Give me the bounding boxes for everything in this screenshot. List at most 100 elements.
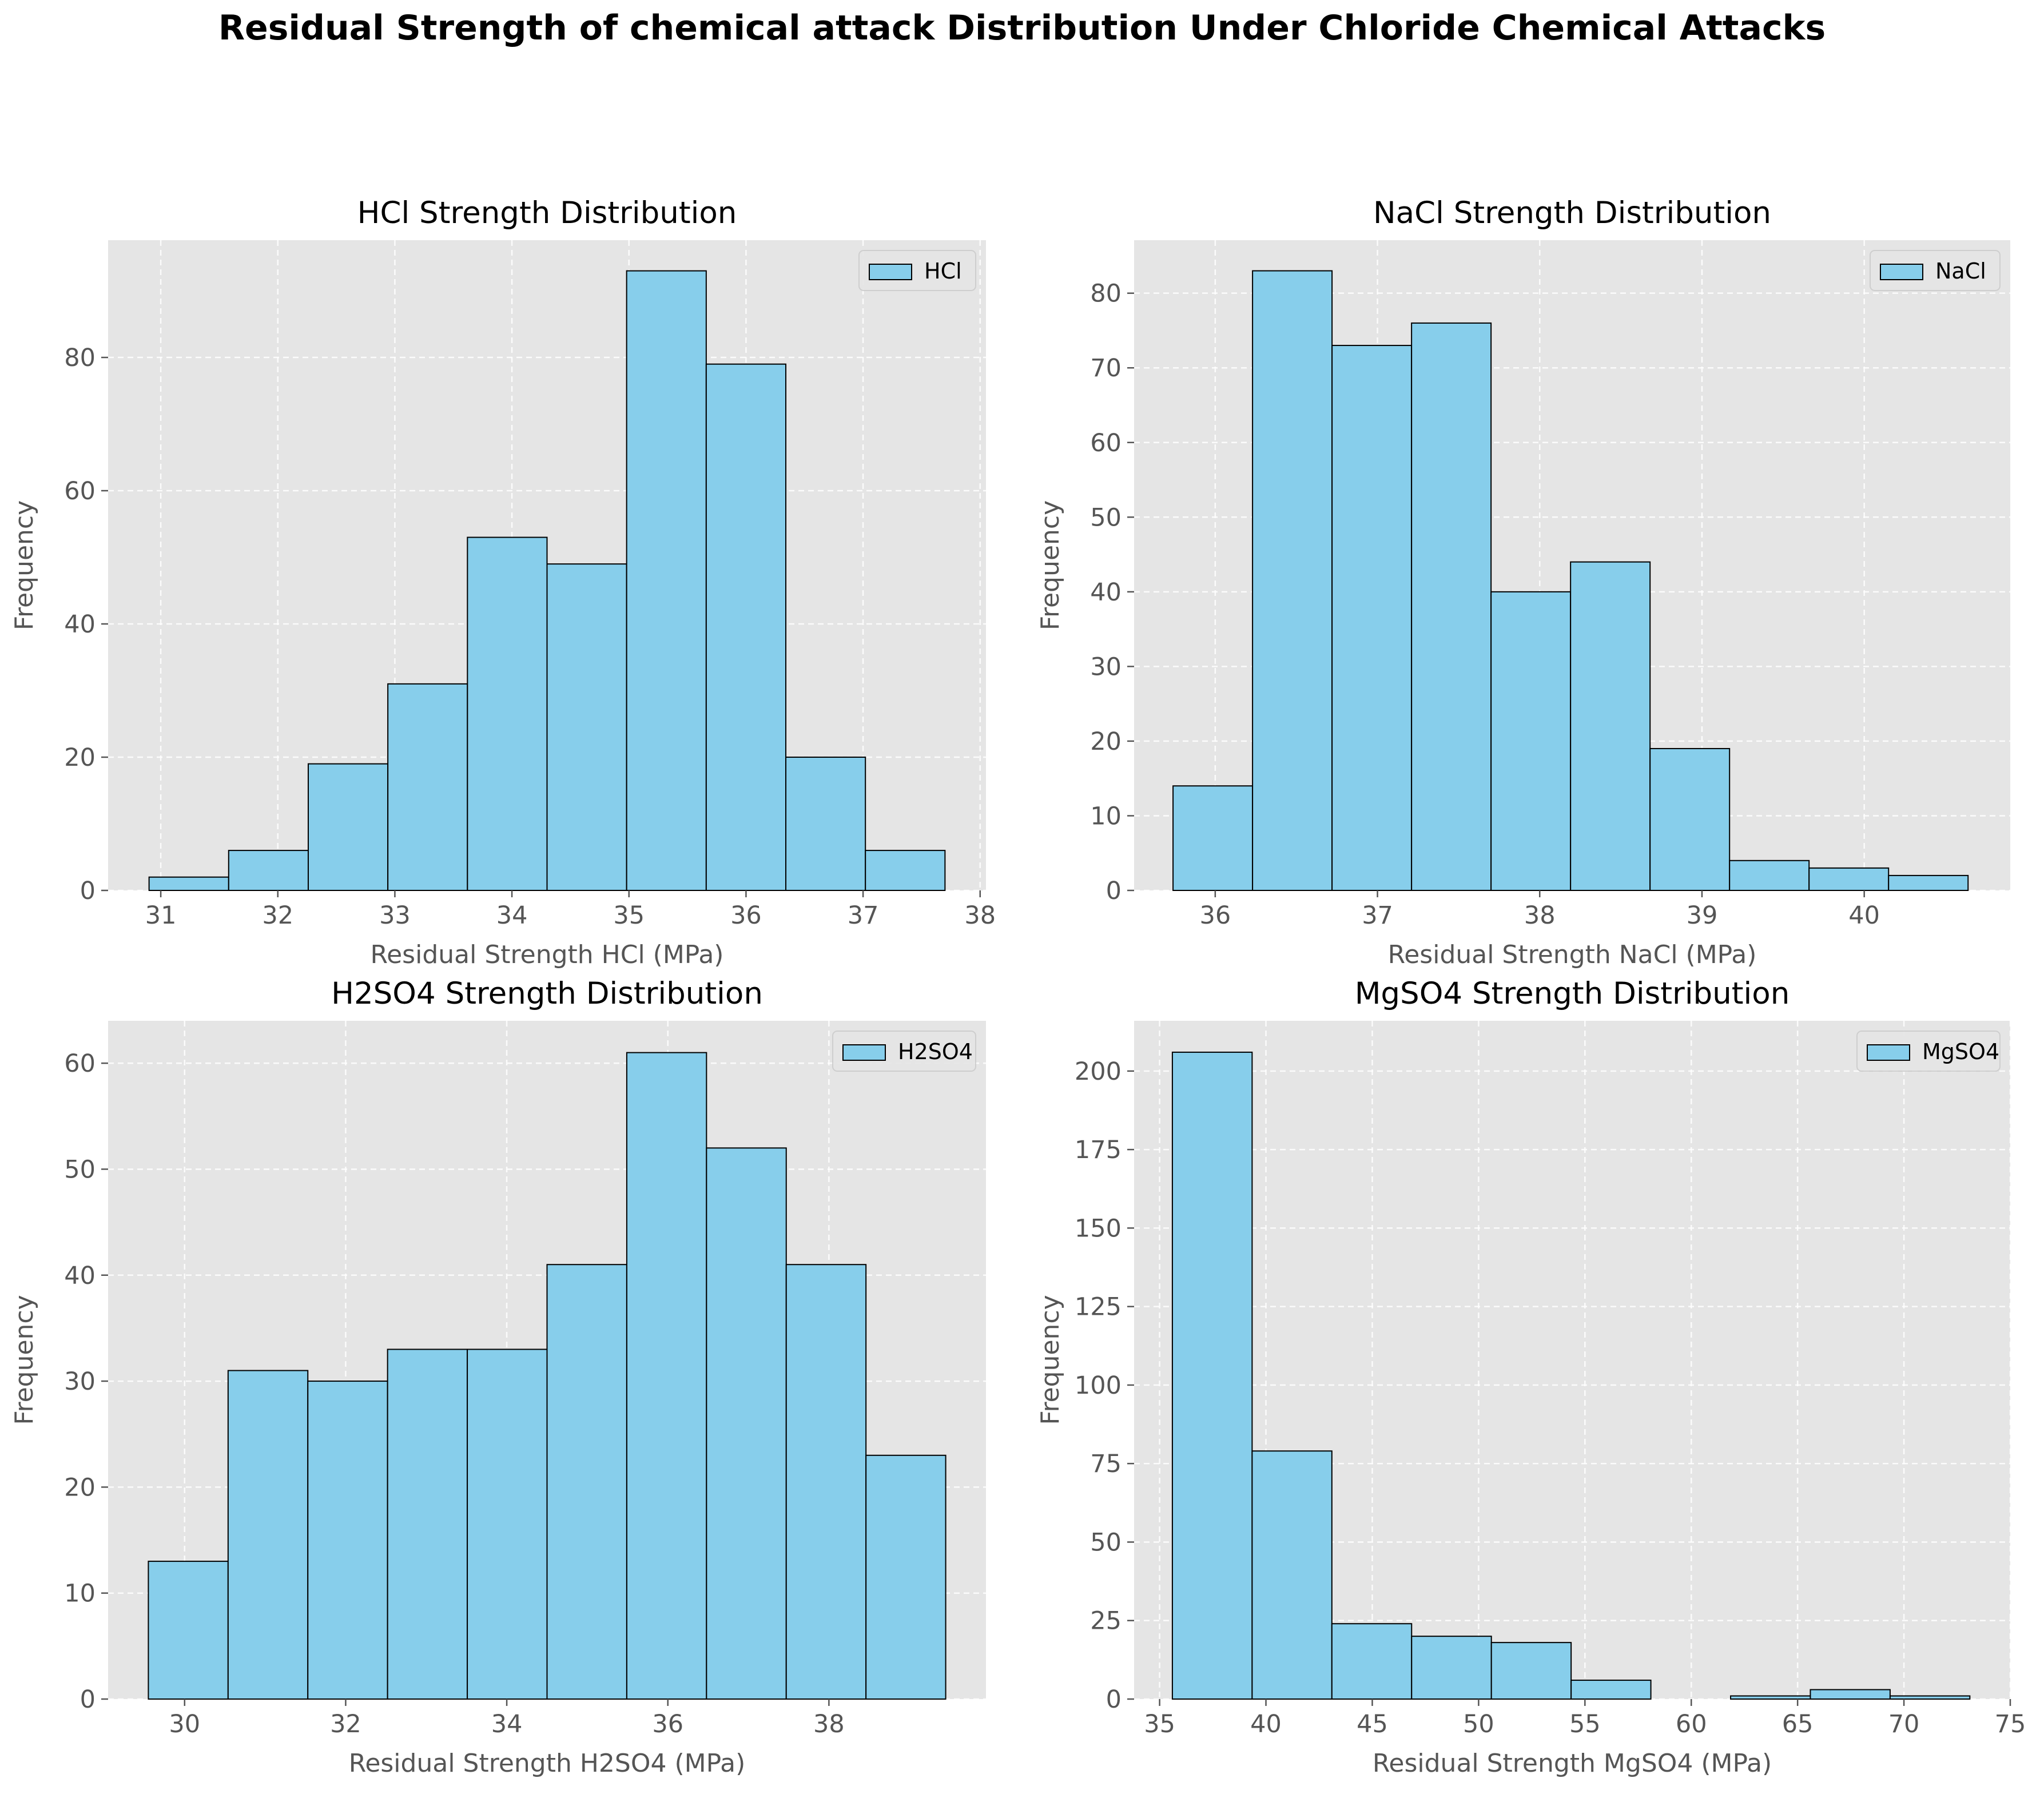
x-tick-label: 37 [1362,901,1393,930]
x-tick-label: 35 [613,901,645,930]
y-tick-label: 0 [80,877,96,905]
subplot-2: 36 37 38 39 40 0 10 20 30 40 50 60 70 80 NaCl Strength… [1036,196,2010,969]
legend-box [858,250,976,291]
histogram-bar [626,1052,707,1700]
legend-swatch [869,264,912,280]
y-tick-label: 30 [64,1367,96,1396]
legend-swatch [842,1044,886,1061]
histogram-bar [1649,747,1731,891]
y-tick-label: 60 [64,477,96,506]
y-tick-label: 50 [1090,503,1122,532]
subplot-3: 30 32 34 36 38 0 10 20 30 40 50 60 H2SO4 Strength Di… [10,976,986,1778]
y-tick-label: 125 [1075,1293,1122,1322]
histogram-bar [626,270,707,891]
histogram-bar [785,757,866,891]
x-axis-label: Residual Strength MgSO4 (MPa) [1373,1749,1772,1778]
x-tick-label: 39 [1687,901,1718,930]
histogram-bar [1490,1642,1572,1700]
legend-label: H2SO4 [898,1039,973,1064]
histogram-bar [1251,1450,1333,1700]
y-tick-label: 20 [64,743,96,772]
x-tick-label: 38 [813,1710,845,1739]
subplot-1: 31 32 33 34 35 36 37 38 0 20 40 60 80 HCl Strength Di… [10,196,996,969]
y-axis-label: Frequency [1036,1295,1065,1425]
y-tick-label: 0 [1106,1685,1122,1714]
y-axis-label: Frequency [1036,500,1065,630]
x-tick-label: 32 [262,901,293,930]
y-tick-label: 0 [1106,877,1122,905]
histogram-bar [307,1381,388,1700]
x-axis-label: Residual Strength H2SO4 (MPa) [349,1749,746,1778]
subplot-4: 35 40 45 50 55 60 65 70 75 0 25 50 75 100 125 150 175 200… [1036,976,2026,1778]
y-tick-label: 60 [1090,429,1122,458]
y-tick-label: 50 [1090,1528,1122,1557]
histogram-bar [228,850,309,891]
x-tick-label: 34 [496,901,528,930]
histogram-bar [148,1561,229,1700]
x-tick-label: 38 [964,901,996,930]
histogram-bar [1171,1051,1253,1700]
x-tick-label: 50 [1463,1710,1494,1739]
histogram-bar [1729,860,1810,892]
histogram-bar [546,563,627,891]
y-tick-label: 60 [64,1049,96,1078]
figure-title: Residual Strength of chemical attack Dis… [218,8,1826,48]
subplot-title: H2SO4 Strength Distribution [331,976,763,1011]
histogram-bar [546,1264,627,1700]
x-tick-label: 36 [730,901,762,930]
y-tick-label: 75 [1090,1450,1122,1478]
x-tick-label: 31 [145,901,177,930]
y-tick-label: 175 [1075,1136,1122,1164]
histogram-bar [1331,1623,1413,1700]
y-tick-label: 150 [1075,1214,1122,1243]
x-tick-label: 35 [1144,1710,1175,1739]
histogram-bar [1411,1636,1492,1700]
y-tick-label: 80 [1090,280,1122,308]
histogram-bar [1730,1695,1811,1700]
x-axis-label: Residual Strength NaCl (MPa) [1388,940,1757,969]
histogram-bar [1810,1689,1891,1700]
histogram-bar [1172,785,1254,891]
y-tick-label: 10 [1090,802,1122,830]
x-tick-label: 37 [848,901,879,930]
y-tick-label: 20 [64,1473,96,1502]
histogram-bar [865,850,946,891]
histogram-bar [1490,591,1572,891]
y-axis-label: Frequency [10,500,39,630]
histogram-bar [706,1147,787,1700]
subplot-title: MgSO4 Strength Distribution [1355,976,1790,1011]
x-tick-label: 36 [1199,901,1231,930]
legend-box [1870,250,2001,291]
x-tick-label: 32 [330,1710,361,1739]
y-axis-label: Frequency [10,1295,39,1425]
y-tick-label: 200 [1075,1057,1122,1086]
histogram-bar [1411,322,1492,891]
histogram-bar [1570,1680,1652,1700]
y-tick-label: 30 [1090,653,1122,681]
histogram-bar [387,683,468,891]
histogram-bar [148,876,229,891]
legend-box [1856,1031,2001,1072]
legend-swatch [1880,264,1923,280]
histogram-bar [1888,874,1969,892]
y-tick-label: 20 [1090,727,1122,756]
x-tick-label: 40 [1848,901,1880,930]
x-tick-label: 30 [169,1710,200,1739]
y-tick-label: 100 [1075,1371,1122,1400]
y-tick-label: 0 [80,1685,96,1714]
histogram-bar [1331,345,1413,891]
y-tick-label: 25 [1090,1607,1122,1636]
y-tick-label: 80 [64,344,96,372]
legend-box [832,1031,976,1072]
histogram-bar [865,1454,947,1700]
y-tick-label: 40 [1090,578,1122,607]
x-tick-label: 75 [1995,1710,2026,1739]
x-axis-label: Residual Strength HCl (MPa) [371,940,724,969]
legend-label: NaCl [1935,258,1986,284]
x-tick-label: 40 [1250,1710,1282,1739]
x-tick-label: 55 [1569,1710,1601,1739]
subplot-title: NaCl Strength Distribution [1373,196,1771,230]
x-tick-label: 33 [379,901,411,930]
histogram-bar [227,1370,309,1700]
x-tick-label: 70 [1888,1710,1920,1739]
